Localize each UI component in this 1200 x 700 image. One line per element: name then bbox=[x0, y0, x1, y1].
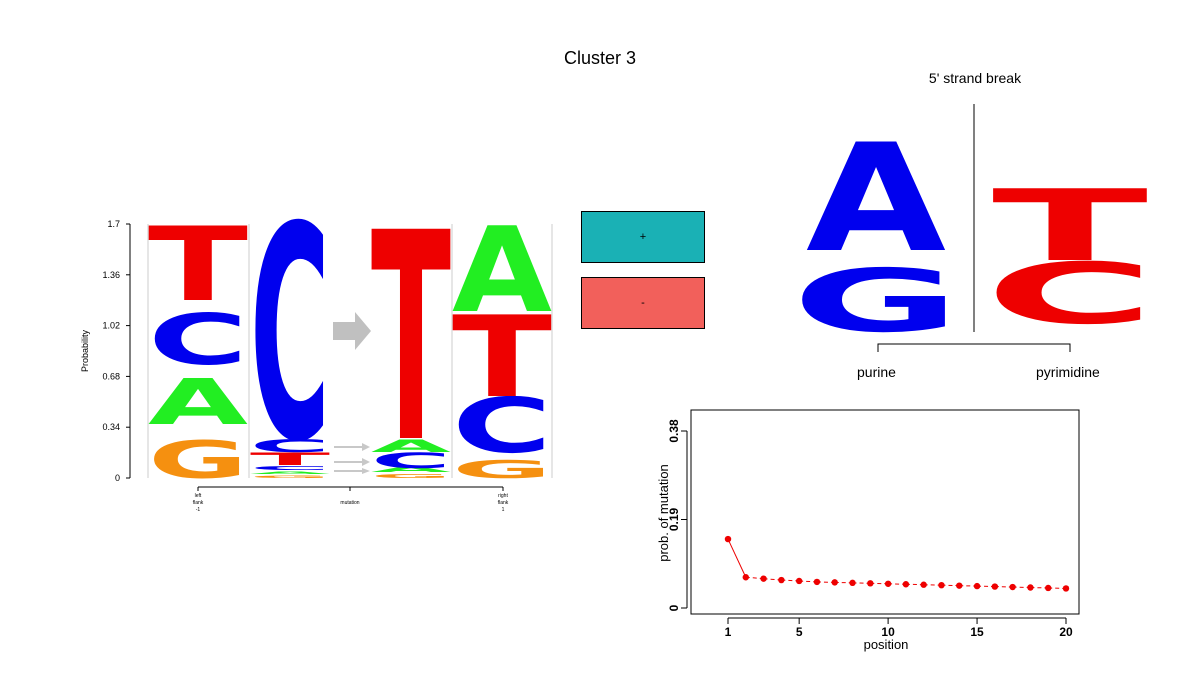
letter-A: A bbox=[148, 365, 249, 439]
y-tick-label: 0.38 bbox=[667, 419, 681, 443]
letter-G: G bbox=[792, 251, 960, 352]
letter-G: G bbox=[148, 430, 248, 491]
logo-x-axis: left flank -1 mutation right flank 1 bbox=[193, 486, 509, 513]
mutation-arrow bbox=[333, 312, 371, 474]
data-point bbox=[1045, 584, 1052, 592]
y-tick-label: 0 bbox=[667, 604, 681, 611]
x-tick-label: 15 bbox=[970, 625, 984, 639]
strand-bracket bbox=[877, 343, 1071, 352]
logo-y-tick-label: 1.02 bbox=[102, 321, 120, 331]
x-tick-label: 20 bbox=[1059, 625, 1073, 639]
logo-col-reference: G A C T C C bbox=[250, 166, 331, 507]
data-point bbox=[920, 581, 927, 588]
logo-y-tick-label: 1.7 bbox=[107, 219, 120, 229]
x-axis-label: position bbox=[864, 637, 909, 652]
pyrimidine-label: pyrimidine bbox=[1036, 364, 1100, 380]
letter-T: T bbox=[250, 450, 331, 469]
letter-T: T bbox=[452, 293, 552, 424]
data-point bbox=[884, 580, 892, 587]
logo-col-mutation: G A C A T bbox=[371, 173, 452, 507]
letter-T: T bbox=[371, 173, 451, 507]
data-point bbox=[1009, 583, 1016, 591]
letter-A: A bbox=[250, 471, 331, 475]
figure-title: Cluster 3 bbox=[563, 48, 637, 68]
strand-plus-box: + bbox=[581, 211, 705, 263]
series-segment bbox=[727, 538, 747, 578]
data-point bbox=[813, 578, 821, 586]
data-point bbox=[849, 579, 856, 587]
data-point bbox=[902, 581, 910, 588]
letter-A: A bbox=[371, 466, 452, 474]
letter-A: A bbox=[452, 202, 552, 339]
data-point bbox=[760, 575, 767, 582]
x-label-right-3: 1 bbox=[502, 507, 505, 513]
minus-label: - bbox=[641, 297, 645, 309]
x-label-left-2: flank bbox=[193, 500, 204, 506]
x-label-left-1: left bbox=[195, 493, 202, 499]
y-axis-label: prob. of mutation bbox=[656, 464, 671, 562]
strand-minus-box: - bbox=[581, 277, 705, 329]
data-point bbox=[867, 580, 874, 587]
letter-C: C bbox=[250, 436, 330, 456]
letter-C: C bbox=[148, 299, 248, 381]
logo-y-tick-label: 0.34 bbox=[102, 422, 120, 432]
letter-C: C bbox=[250, 465, 330, 472]
x-label-right-2: flank bbox=[498, 500, 509, 506]
data-point bbox=[1062, 585, 1070, 592]
data-point bbox=[956, 582, 963, 589]
letter-A: A bbox=[371, 437, 452, 456]
purine-label: purine bbox=[857, 364, 896, 380]
logo-y-tick-label: 0.68 bbox=[102, 371, 120, 381]
x-tick-label: 5 bbox=[796, 625, 803, 639]
letter-G: G bbox=[250, 475, 330, 479]
data-point bbox=[1027, 584, 1034, 591]
small-arrows bbox=[334, 443, 370, 474]
x-label-left-3: -1 bbox=[196, 507, 201, 513]
data-point bbox=[938, 581, 945, 589]
letter-T: T bbox=[148, 205, 248, 324]
strand-break-title: 5' strand break bbox=[928, 70, 1022, 86]
x-label-right-1: right bbox=[498, 493, 508, 499]
logo-y-label: Probability bbox=[80, 329, 90, 372]
letter-G: G bbox=[452, 455, 552, 484]
letter-C: C bbox=[371, 449, 451, 473]
data-point bbox=[831, 579, 838, 586]
data-point bbox=[742, 574, 749, 581]
letter-C: C bbox=[452, 382, 552, 470]
plus-label: + bbox=[639, 231, 647, 243]
logo-y-tick-label: 1.36 bbox=[102, 270, 120, 280]
letter-G: G bbox=[371, 473, 451, 480]
x-tick-label: 10 bbox=[881, 625, 895, 639]
data-point bbox=[795, 577, 803, 585]
x-label-mid: mutation bbox=[340, 500, 359, 506]
logo-col-right-flank: G C T A bbox=[452, 202, 552, 485]
letter-C: C bbox=[250, 166, 330, 507]
data-point bbox=[778, 576, 785, 584]
x-tick-label: 1 bbox=[725, 625, 732, 639]
data-point bbox=[991, 583, 999, 590]
data-point bbox=[724, 535, 732, 543]
column-separators bbox=[147, 224, 553, 478]
letter-C: C bbox=[985, 246, 1155, 343]
y-tick-label: 0.19 bbox=[667, 507, 681, 531]
logo-col-left-flank: G A C T bbox=[148, 205, 249, 490]
letter-A: A bbox=[806, 112, 946, 285]
strand-break-panel: 5' strand break A G T C purine pyrimidin… bbox=[780, 60, 1180, 400]
letter-T: T bbox=[992, 169, 1148, 284]
data-point bbox=[973, 582, 981, 590]
strand-break-logo: A G T C bbox=[792, 104, 1155, 352]
logo-y-tick-label: 0 bbox=[115, 473, 120, 483]
plot-frame bbox=[690, 409, 1080, 615]
